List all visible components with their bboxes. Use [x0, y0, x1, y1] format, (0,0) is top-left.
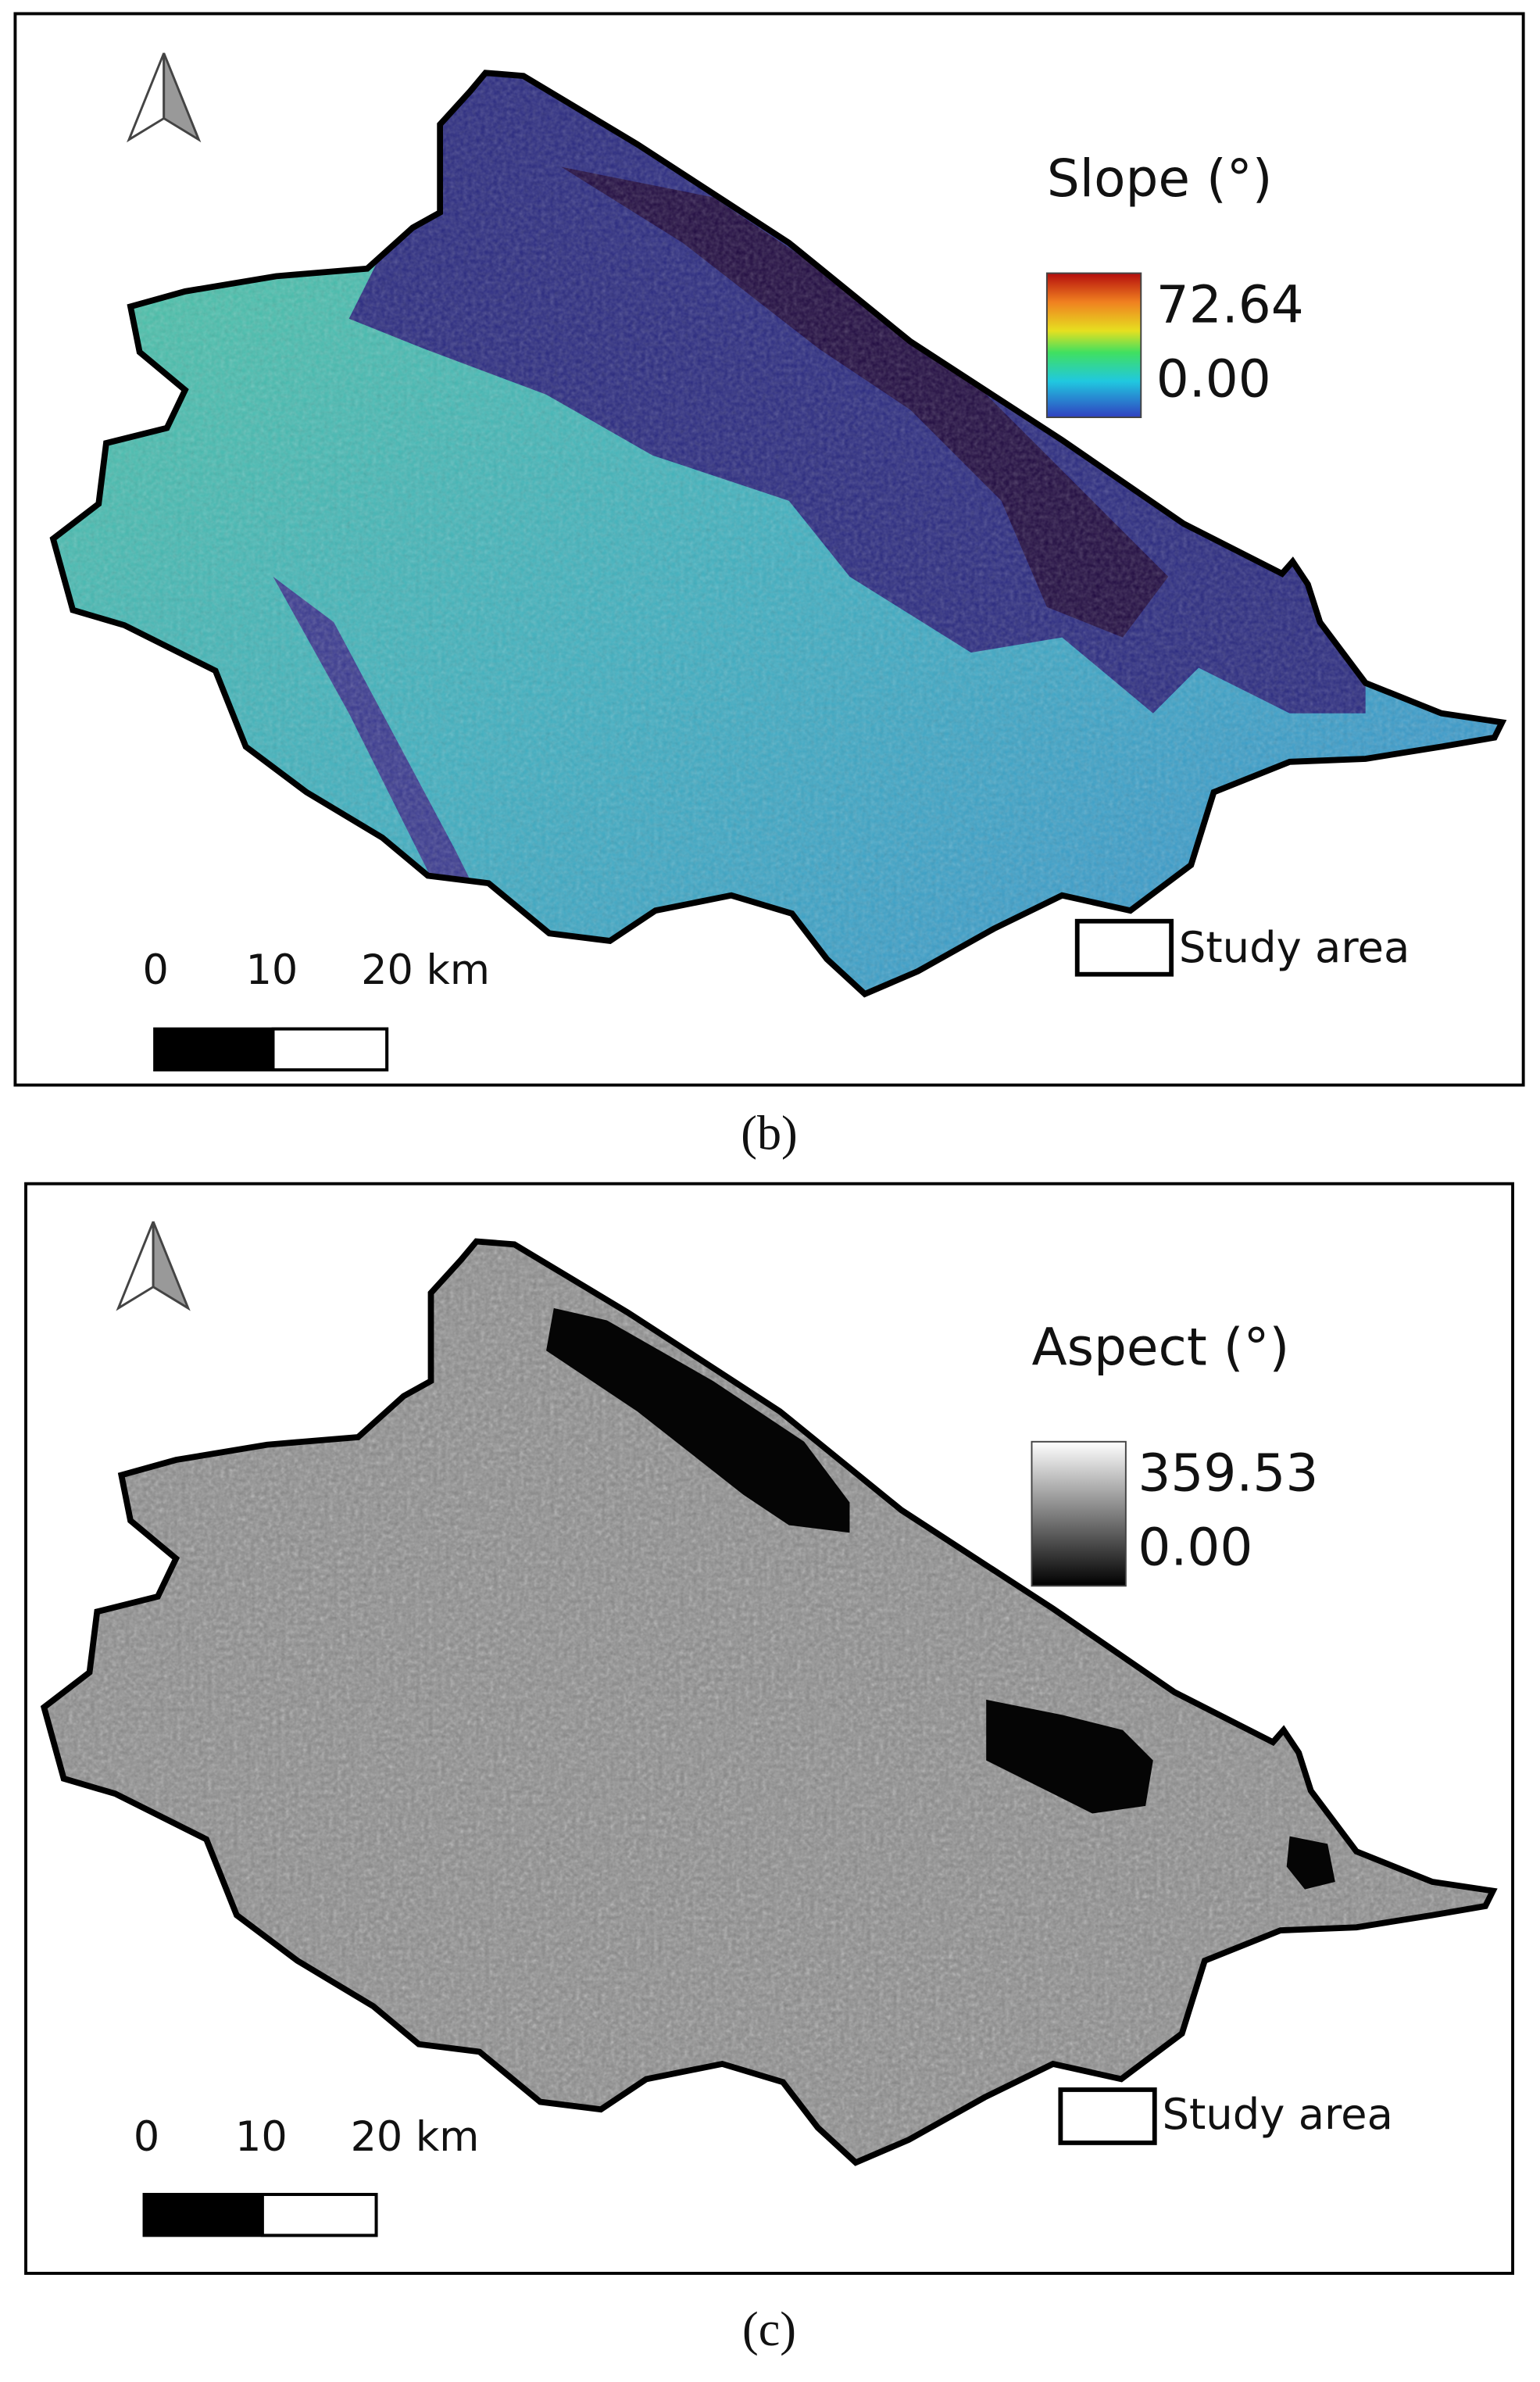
north-arrow [116, 1221, 191, 1311]
legend-title: Aspect (°) [1031, 1317, 1289, 1377]
caption: (c) [742, 2303, 796, 2356]
scale-bar [261, 2193, 378, 2237]
scale-label: 20 km [351, 2113, 480, 2161]
scale-label: 0 [143, 946, 169, 994]
legend-min: 0.00 [1138, 1518, 1252, 1578]
legend-title: Slope (°) [1047, 148, 1273, 209]
scale-label: 20 km [361, 946, 490, 994]
scale-bar-frame [153, 1027, 389, 1071]
scale-bar [144, 2194, 263, 2236]
legend-max: 72.64 [1156, 274, 1304, 334]
north-arrow [127, 52, 202, 143]
scale-bar-frame [142, 2193, 378, 2237]
boundary-label: Study area [1162, 2090, 1392, 2139]
boundary-swatch [1074, 918, 1174, 977]
scale-bar [155, 1028, 273, 1071]
legend-ramp [1045, 272, 1142, 419]
legend-ramp [1031, 1440, 1127, 1587]
caption: (b) [741, 1107, 797, 1161]
scale-label: 10 [246, 946, 298, 994]
scale-label: 0 [134, 2113, 159, 2161]
scale-bar [271, 1027, 389, 1071]
scale-label: 10 [235, 2113, 288, 2161]
boundary-swatch [1058, 2087, 1157, 2145]
legend-max: 359.53 [1138, 1443, 1318, 1504]
legend-min: 0.00 [1156, 349, 1271, 409]
boundary-label: Study area [1179, 923, 1410, 972]
